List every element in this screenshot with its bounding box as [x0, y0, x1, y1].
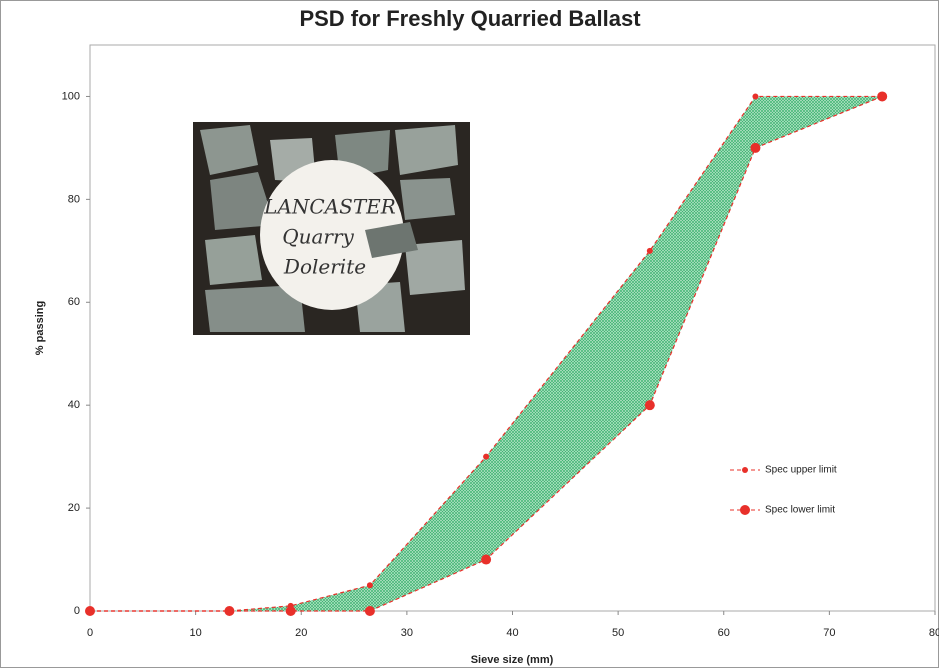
- photo-text: LANCASTER: [263, 195, 396, 219]
- y-tick-label: 100: [62, 90, 80, 102]
- point: [366, 582, 373, 589]
- x-tick-label: 80: [929, 627, 939, 639]
- point: [224, 606, 235, 616]
- point: [483, 453, 490, 460]
- x-tick-label: 50: [612, 627, 624, 639]
- legend-label: Spec upper limit: [765, 465, 837, 476]
- y-axis-label: % passing: [34, 301, 46, 355]
- y-tick-label: 60: [68, 296, 80, 308]
- point: [644, 400, 655, 411]
- y-tick-label: 0: [74, 605, 80, 617]
- point: [752, 93, 759, 100]
- legend-marker: [742, 467, 748, 473]
- x-tick-label: 20: [295, 627, 307, 639]
- y-tick-label: 40: [68, 399, 80, 411]
- series-line: [90, 95, 883, 612]
- photo-text: Dolerite: [283, 255, 366, 279]
- point: [285, 606, 296, 616]
- x-tick-label: 0: [87, 627, 93, 639]
- x-axis-label: Sieve size (mm): [471, 654, 554, 666]
- x-tick-label: 30: [401, 627, 413, 639]
- photo: LANCASTER Quarry Dolerite: [193, 122, 470, 335]
- point: [750, 142, 761, 153]
- series-line: [90, 95, 883, 612]
- band-fill: [90, 96, 883, 612]
- point: [646, 247, 653, 254]
- point: [481, 554, 492, 565]
- photo-text: Quarry: [282, 225, 354, 249]
- y-tick-label: 80: [68, 193, 80, 205]
- y-tick-label: 20: [68, 502, 80, 514]
- x-tick-label: 70: [823, 627, 835, 639]
- point: [877, 91, 888, 102]
- point: [85, 606, 95, 616]
- legend-marker: [740, 505, 750, 515]
- point: [364, 606, 375, 616]
- x-tick-label: 40: [506, 627, 518, 639]
- x-tick-label: 10: [190, 627, 202, 639]
- chart-title: PSD for Freshly Quarried Ballast: [299, 6, 641, 31]
- x-tick-label: 60: [718, 627, 730, 639]
- legend-label: Spec lower limit: [765, 505, 835, 516]
